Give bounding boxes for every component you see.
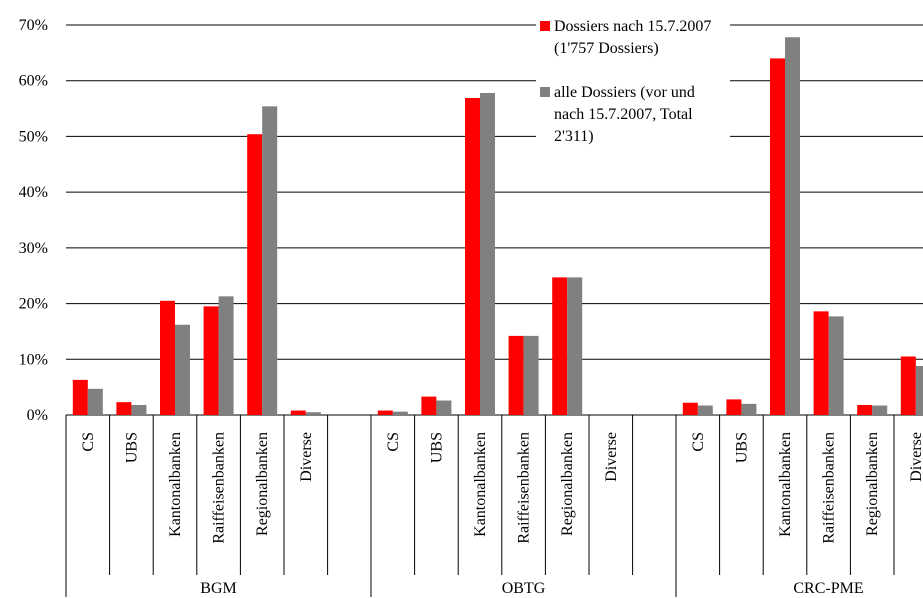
bar-obtg-kantonalbanken-series-1 (465, 97, 480, 415)
bar-crc-pme-kantonalbanken-series-2 (785, 37, 800, 415)
x-tick-label-crc-pme-raiffeisenbanken: Raiffeisenbanken (821, 432, 838, 544)
bar-crc-pme-cs-series-2 (697, 405, 713, 415)
bar-obtg-raiffeisenbanken-series-2 (523, 335, 539, 415)
x-tick-label-obtg-raiffeisenbanken: Raiffeisenbanken (516, 432, 533, 544)
bar-obtg-cs-series-1 (377, 410, 393, 415)
x-axis: CS UBS Kantonalbanken Raiffeisenbanken Regio… (65, 415, 923, 597)
legend-label-series-2: alle Dossiers (vor und nach 15.7.2007, T… (554, 84, 695, 145)
x-tick-label-bgm-regionalbanken: Regionalbanken (254, 432, 271, 536)
y-tick-label-20: 20% (19, 296, 48, 313)
x-tick-label-obtg-regionalbanken: Regionalbanken (559, 432, 576, 536)
bar-crc-pme-diverse-series-1 (900, 356, 916, 415)
bar-crc-pme-kantonalbanken-series-1 (770, 58, 785, 416)
y-tick-label-70: 70% (19, 17, 48, 34)
x-tick-label-crc-pme-diverse: Diverse (908, 432, 923, 482)
bar-crc-pme-ubs-series-1 (726, 399, 742, 415)
bar-obtg-regionalbanken-series-1 (552, 277, 568, 415)
bar-crc-pme-regionalbanken-series-1 (857, 404, 873, 415)
group-label-crc-pme: CRC-PME (793, 580, 863, 597)
group-label-obtg: OBTG (502, 580, 546, 597)
bar-crc-pme-raiffeisenbanken-series-1 (813, 311, 829, 415)
legend-entry-series-1: Dossiers nach 15.7.2007 (1'757 Dossiers) (540, 16, 726, 60)
bar-bgm-kantonalbanken-series-1 (160, 300, 175, 415)
bar-bgm-cs-series-2 (87, 388, 103, 415)
bar-crc-pme-regionalbanken-series-2 (872, 405, 888, 415)
bar-bgm-kantonalbanken-series-2 (175, 324, 190, 415)
bar-bgm-ubs-series-2 (131, 404, 147, 415)
x-tick-label-bgm-cs: CS (80, 432, 97, 452)
y-tick-label-0: 0% (27, 407, 48, 424)
bar-crc-pme-raiffeisenbanken-series-2 (828, 316, 844, 415)
bar-crc-pme-diverse-series-2 (915, 365, 923, 415)
legend-swatch-series-1 (540, 21, 550, 31)
x-tick-label-crc-pme-ubs: UBS (733, 432, 750, 463)
legend-label-series-1: Dossiers nach 15.7.2007 (1'757 Dossiers) (554, 18, 712, 57)
bar-bgm-raiffeisenbanken-series-2 (218, 296, 234, 415)
bar-bgm-regionalbanken-series-1 (247, 134, 263, 415)
x-tick-label-obtg-diverse: Diverse (603, 432, 620, 482)
legend-entry-series-2: alle Dossiers (vor und nach 15.7.2007, T… (540, 82, 726, 148)
bar-obtg-cs-series-2 (392, 411, 408, 415)
y-tick-label-60: 60% (19, 73, 48, 90)
bar-bgm-raiffeisenbanken-series-1 (203, 306, 219, 415)
y-tick-label-30: 30% (19, 240, 48, 257)
y-tick-label-10: 10% (19, 351, 48, 368)
x-tick-label-obtg-cs: CS (385, 432, 402, 452)
bar-bgm-diverse-series-2 (305, 412, 321, 415)
bar-obtg-raiffeisenbanken-series-1 (508, 335, 524, 415)
bar-bgm-cs-series-1 (72, 379, 88, 415)
x-tick-label-bgm-raiffeisenbanken: Raiffeisenbanken (211, 432, 228, 544)
y-tick-label-50: 50% (19, 128, 48, 145)
bar-crc-pme-ubs-series-2 (741, 403, 757, 415)
x-tick-label-crc-pme-regionalbanken: Regionalbanken (864, 432, 881, 536)
bar-bgm-diverse-series-1 (290, 410, 306, 415)
group-label-bgm: BGM (200, 580, 236, 597)
legend-swatch-series-2 (540, 87, 550, 97)
bar-bgm-ubs-series-1 (116, 402, 132, 415)
bar-crc-pme-cs-series-1 (682, 402, 698, 415)
y-tick-label-40: 40% (19, 184, 48, 201)
legend: Dossiers nach 15.7.2007 (1'757 Dossiers)… (536, 14, 730, 150)
bar-bgm-regionalbanken-series-2 (262, 106, 278, 415)
y-axis-ticks: 0% 10% 20% 30% 40% 50% 60% 70% (19, 17, 48, 424)
bar-obtg-ubs-series-2 (436, 400, 452, 415)
bar-obtg-regionalbanken-series-2 (567, 277, 583, 415)
x-tick-label-obtg-ubs: UBS (428, 432, 445, 463)
x-tick-label-obtg-kantonalbanken: Kantonalbanken (472, 432, 489, 537)
x-tick-label-crc-pme-cs: CS (690, 432, 707, 452)
x-tick-label-bgm-diverse: Diverse (298, 432, 315, 482)
x-tick-label-bgm-kantonalbanken: Kantonalbanken (167, 432, 184, 537)
bars (72, 37, 923, 416)
x-tick-label-crc-pme-kantonalbanken: Kantonalbanken (777, 432, 794, 537)
x-tick-label-bgm-ubs: UBS (123, 432, 140, 463)
bar-obtg-kantonalbanken-series-2 (480, 92, 495, 415)
bar-obtg-ubs-series-1 (421, 396, 437, 415)
